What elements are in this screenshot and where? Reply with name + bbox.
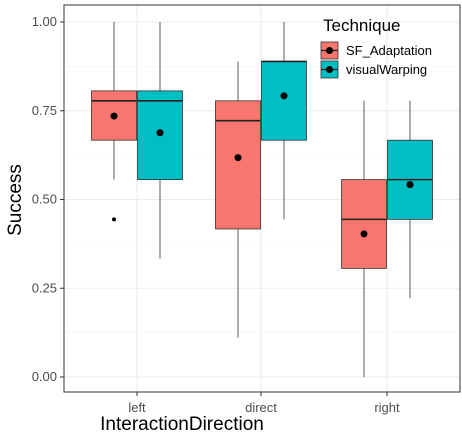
mean-point	[360, 230, 368, 238]
legend-label: SF_Adaptation	[346, 43, 432, 58]
legend-title: Technique	[323, 16, 401, 35]
box-right-visual-warping	[387, 100, 433, 299]
legend-swatch-point	[326, 47, 333, 54]
y-axis: 0.00 0.25 0.50 0.75 1.00	[32, 14, 64, 384]
x-tick-label: direct	[245, 400, 277, 415]
mean-point	[110, 112, 118, 120]
box-iqr	[215, 100, 261, 230]
x-tick-label: left	[128, 400, 146, 415]
box-direct-visual-warping	[261, 22, 307, 220]
box-iqr	[261, 61, 307, 141]
x-axis-title: InteractionDirection	[100, 414, 264, 435]
panel-border	[63, 4, 461, 393]
mean-point	[156, 129, 164, 137]
legend-key-visual-warping	[320, 60, 339, 79]
y-tick-label: 0.75	[32, 103, 57, 118]
legend-swatch-point	[326, 66, 333, 73]
x-axis: left direct right	[128, 392, 400, 415]
box-left-sf-adaptation	[91, 22, 137, 222]
legend: Technique SF_Adaptation visualWarping	[320, 16, 432, 79]
mean-point	[234, 154, 242, 162]
legend-key-sf-adaptation	[320, 41, 339, 60]
y-axis-title: Success	[5, 164, 26, 236]
mean-point	[406, 181, 414, 189]
box-left-visual-warping	[137, 22, 183, 259]
y-tick-label: 0.50	[32, 192, 57, 207]
plot-panel	[63, 4, 461, 393]
x-tick-label: right	[374, 400, 400, 415]
y-tick-label: 0.25	[32, 280, 57, 295]
outlier-point	[112, 217, 116, 222]
box-right-sf-adaptation	[341, 100, 387, 377]
y-tick-label: 0.00	[32, 369, 57, 384]
box-direct-sf-adaptation	[215, 61, 261, 338]
legend-label: visualWarping	[346, 62, 427, 77]
y-tick-label: 1.00	[32, 14, 57, 29]
mean-point	[280, 92, 288, 100]
box-iqr	[341, 179, 387, 269]
